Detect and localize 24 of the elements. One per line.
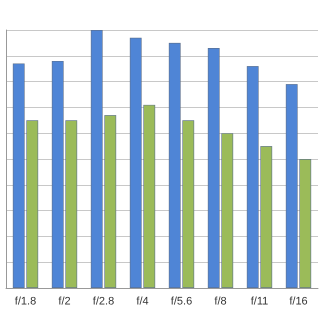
bar: [299, 159, 312, 288]
bar: [182, 120, 194, 288]
bar: [12, 64, 25, 288]
bar: [65, 120, 78, 288]
bar: [260, 146, 272, 288]
bar: [26, 120, 38, 288]
bar: [143, 104, 156, 288]
bar: [286, 84, 298, 288]
bar: [104, 115, 116, 288]
x-tick-label: f/8: [214, 296, 227, 308]
bar: [130, 38, 142, 288]
x-tick-label: f/4: [136, 296, 149, 308]
bar: [52, 60, 64, 288]
bar: [208, 48, 220, 288]
bar: [90, 30, 103, 288]
x-tick-label: f/2: [58, 296, 71, 308]
bar: [221, 133, 234, 288]
x-tick-label: f/11: [250, 296, 268, 308]
x-tick-label: f/2.8: [92, 296, 114, 308]
x-tick-label: f/1.8: [14, 296, 36, 308]
bar: [168, 42, 181, 288]
x-tick-label: f/5.6: [170, 296, 192, 308]
x-tick-label: f/16: [289, 296, 308, 308]
bar: [246, 66, 259, 288]
